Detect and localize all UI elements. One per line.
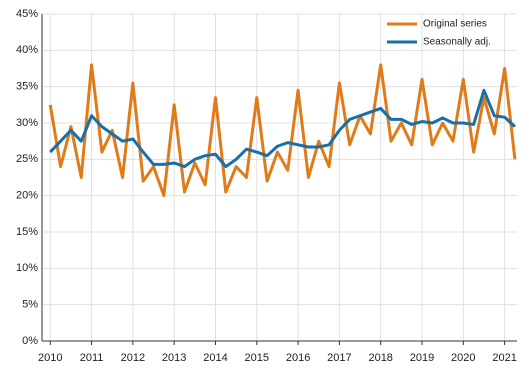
x-tick-label: 2019 — [410, 352, 434, 364]
y-tick-label: 45% — [16, 8, 38, 20]
x-tick-label: 2013 — [162, 352, 186, 364]
y-tick-label: 40% — [16, 44, 38, 56]
y-tick-label: 10% — [16, 262, 38, 274]
legend-label: Original series — [423, 19, 487, 30]
y-tick-label: 5% — [22, 299, 38, 311]
y-tick-label: 15% — [16, 226, 38, 238]
x-tick-label: 2017 — [327, 352, 351, 364]
x-tick-label: 2011 — [80, 352, 104, 364]
x-tick-label: 2010 — [38, 352, 62, 364]
y-tick-label: 30% — [16, 117, 38, 129]
y-tick-label: 35% — [16, 81, 38, 93]
series-line — [48, 63, 517, 198]
y-tick-label: 20% — [16, 190, 38, 202]
legend-label: Seasonally adj. — [423, 37, 491, 48]
y-tick-label: 25% — [16, 153, 38, 165]
x-tick-label: 2021 — [492, 352, 516, 364]
x-tick-label: 2015 — [245, 352, 269, 364]
x-tick-label: 2018 — [368, 352, 392, 364]
x-tick-label: 2020 — [451, 352, 475, 364]
y-tick-label: 0% — [22, 335, 38, 347]
x-tick-label: 2016 — [286, 352, 310, 364]
x-tick-label: 2014 — [203, 352, 227, 364]
x-tick-label: 2012 — [121, 352, 145, 364]
series-line — [49, 88, 516, 169]
